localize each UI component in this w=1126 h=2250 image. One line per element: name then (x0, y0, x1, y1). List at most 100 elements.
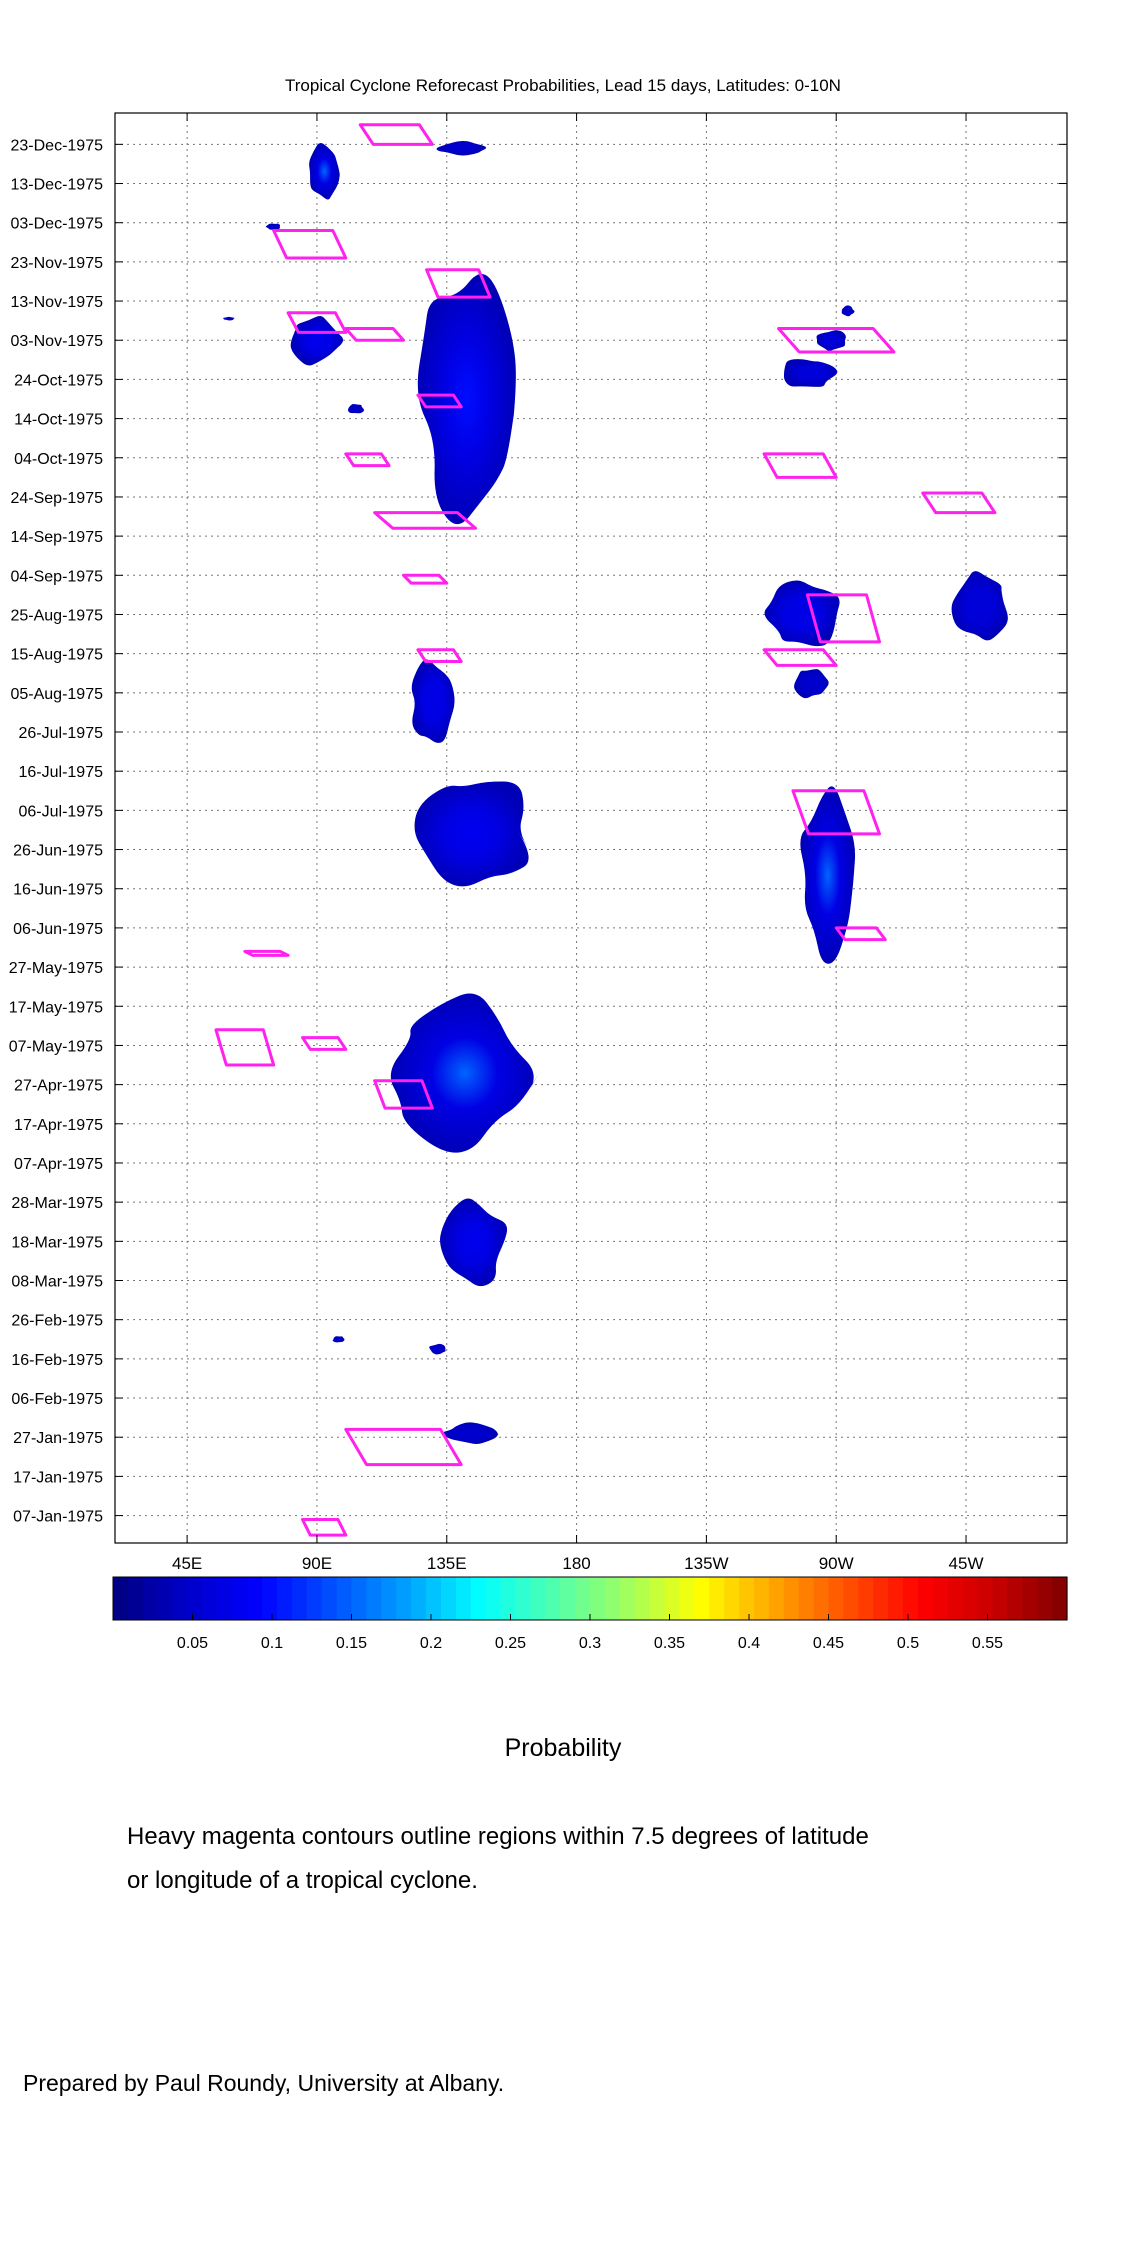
colorbar-swatch (172, 1577, 189, 1620)
colorbar-swatch (992, 1577, 1008, 1620)
y-tick-label: 06-Jun-1975 (13, 921, 103, 938)
y-tick-label: 15-Aug-1975 (10, 647, 103, 664)
y-tick-label: 14-Oct-1975 (14, 412, 103, 429)
colorbar-swatch (1052, 1577, 1068, 1620)
tc-contour (791, 789, 881, 836)
colorbar-swatch (113, 1577, 129, 1620)
colorbar-swatch (813, 1577, 830, 1620)
tc-contour (921, 491, 997, 515)
y-tick-label: 24-Sep-1975 (10, 490, 103, 507)
colorbar-swatch (604, 1577, 621, 1620)
x-tick-label: 90W (819, 1554, 854, 1573)
tc-contour (344, 1427, 463, 1467)
y-tick-label: 25-Aug-1975 (10, 607, 103, 624)
colorbar-swatch (590, 1577, 606, 1620)
colorbar-swatch (888, 1577, 904, 1620)
tc-contour (214, 1028, 276, 1067)
colorbar-tick-label: 0.1 (261, 1635, 283, 1652)
tc-contour (762, 648, 838, 667)
colorbar-swatch (947, 1577, 964, 1620)
colorbar-swatch (828, 1577, 845, 1620)
tc-contour (416, 648, 463, 663)
plot-frame (114, 112, 1068, 1544)
probability-region (332, 1336, 345, 1343)
y-tick-label: 07-May-1975 (9, 1038, 103, 1055)
colorbar-swatch (753, 1577, 770, 1620)
y-tick-label: 17-May-1975 (9, 999, 103, 1016)
y-tick-label: 03-Nov-1975 (11, 333, 104, 350)
colorbar-swatch (127, 1577, 144, 1620)
colorbar-swatch (977, 1577, 994, 1620)
tc-contour (777, 326, 896, 354)
tc-contour (401, 573, 449, 585)
tc-contour (243, 949, 290, 957)
colorbar-swatch (858, 1577, 874, 1620)
probability-region (265, 223, 281, 230)
y-tick-label: 17-Apr-1975 (14, 1117, 103, 1134)
colorbar-swatch (247, 1577, 263, 1620)
tc-contour (425, 268, 492, 299)
contour-note: Heavy magenta contours outline regions w… (127, 1815, 1027, 1903)
y-tick-label: 18-Mar-1975 (11, 1234, 103, 1251)
tc-contour (286, 311, 348, 334)
y-tick-label: 06-Feb-1975 (11, 1391, 103, 1408)
colorbar-swatch (798, 1577, 815, 1620)
y-tick-label: 14-Sep-1975 (10, 529, 103, 546)
x-tick-label: 90E (302, 1554, 332, 1573)
y-tick-label: 13-Nov-1975 (11, 294, 104, 311)
colorbar-swatch (679, 1577, 695, 1620)
probability-region (290, 315, 346, 366)
colorbar-swatch (575, 1577, 591, 1620)
grid-lines (115, 113, 1067, 1543)
colorbar-swatch (157, 1577, 174, 1620)
probability-region (417, 274, 517, 525)
colorbar-tick-label: 0.4 (738, 1635, 760, 1652)
y-tick-label: 16-Feb-1975 (11, 1352, 103, 1369)
probability-region (951, 571, 1008, 641)
y-tick-label: 17-Jan-1975 (13, 1469, 103, 1486)
colorbar-swatch (694, 1577, 710, 1620)
y-tick-label: 05-Aug-1975 (10, 686, 103, 703)
colorbar-swatch (262, 1577, 278, 1620)
colorbar-swatch (560, 1577, 576, 1620)
probability-region (309, 142, 340, 200)
colorbar-swatch (664, 1577, 681, 1620)
colorbar-swatch (649, 1577, 666, 1620)
tc-contour (344, 452, 391, 468)
y-tick-label: 13-Dec-1975 (11, 177, 104, 194)
tc-contour (358, 123, 434, 146)
colorbar-tick-label: 0.25 (495, 1635, 526, 1652)
contour-note-line-1: Heavy magenta contours outline regions w… (127, 1823, 869, 1850)
colorbar-swatch (381, 1577, 397, 1620)
y-tick-label: 08-Mar-1975 (11, 1274, 103, 1291)
y-tick-label: 28-Mar-1975 (11, 1195, 103, 1212)
colorbar-swatch (455, 1577, 472, 1620)
tc-contour (301, 1517, 348, 1537)
tc-contours (214, 123, 997, 1537)
colorbar-swatch (321, 1577, 338, 1620)
y-tick-label: 07-Apr-1975 (14, 1156, 103, 1173)
y-tick-label: 23-Dec-1975 (11, 137, 104, 154)
probability-region (411, 659, 456, 743)
colorbar-tick-label: 0.05 (177, 1635, 208, 1652)
colorbar-swatch (142, 1577, 159, 1620)
colorbar-swatch (1007, 1577, 1023, 1620)
colorbar-swatch (411, 1577, 427, 1620)
probability-regions (222, 140, 1008, 1444)
x-tick-label: 135W (684, 1554, 728, 1573)
y-tick-label: 26-Jul-1975 (19, 725, 104, 742)
colorbar-tick-label: 0.5 (897, 1635, 919, 1652)
colorbar-swatch (530, 1577, 546, 1620)
colorbar-swatch (1022, 1577, 1038, 1620)
contour-note-line-2: or longitude of a tropical cyclone. (127, 1867, 478, 1894)
colorbar-tick-label: 0.55 (972, 1635, 1003, 1652)
colorbar-swatch (515, 1577, 531, 1620)
tc-contour (301, 1036, 348, 1051)
colorbar-tick-label: 0.2 (420, 1635, 442, 1652)
tc-contour (272, 229, 348, 260)
y-tick-label: 24-Oct-1975 (14, 372, 103, 389)
colorbar-swatch (440, 1577, 457, 1620)
y-tick-label: 27-May-1975 (9, 960, 103, 977)
x-tick-label: 180 (562, 1554, 590, 1573)
colorbar-swatch (500, 1577, 517, 1620)
